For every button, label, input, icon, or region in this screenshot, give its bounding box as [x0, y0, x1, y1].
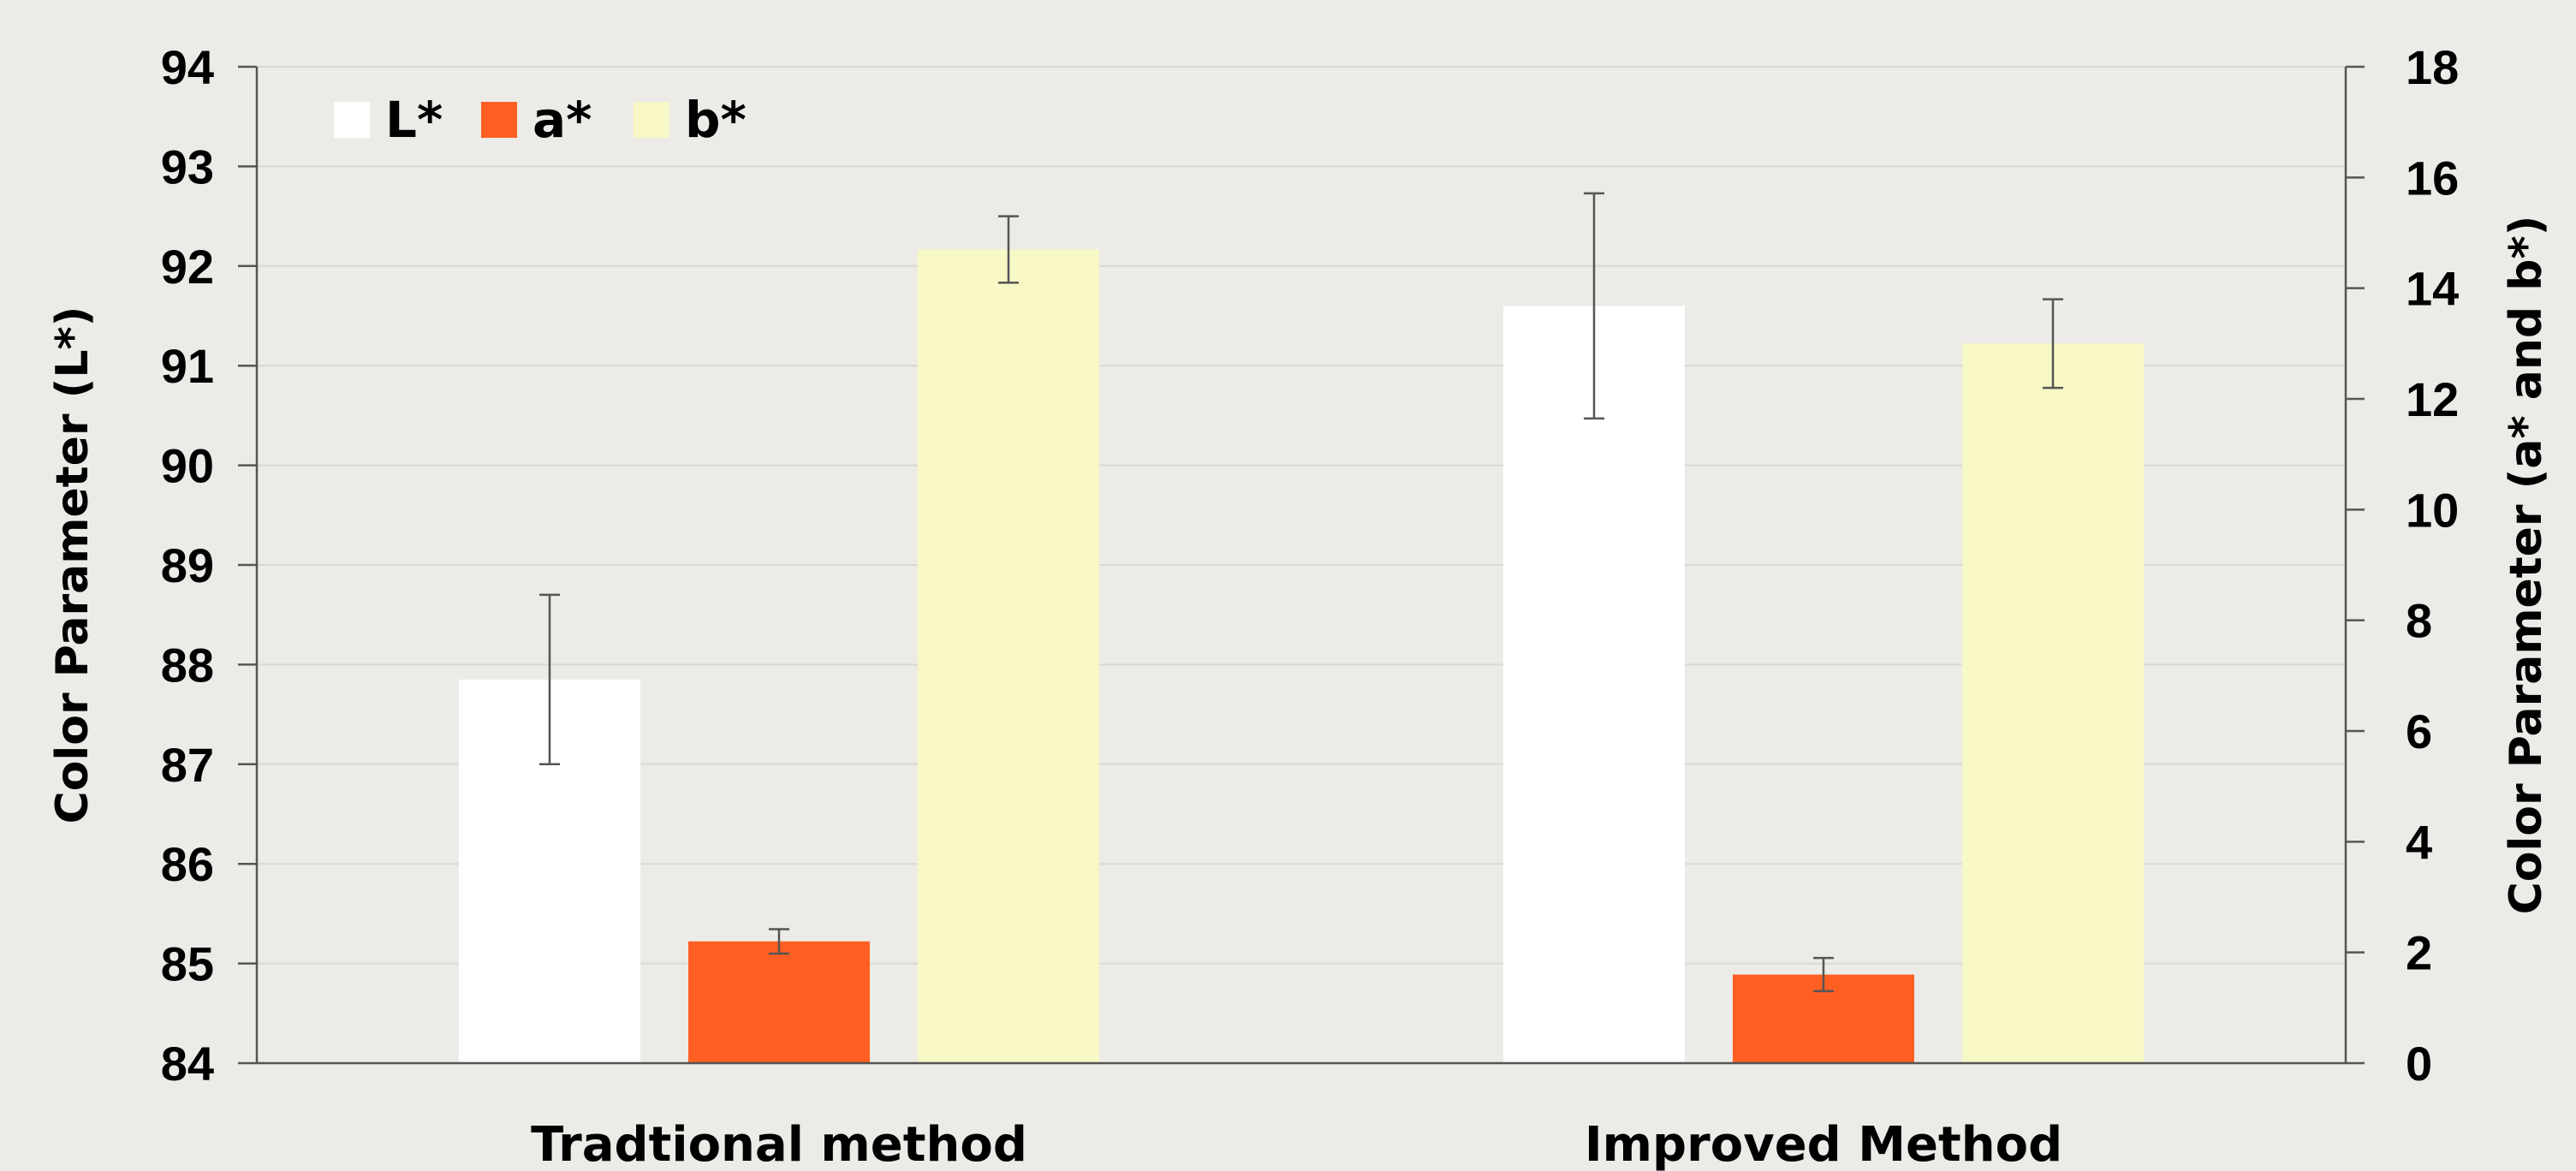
- category-label: Improved Method: [1585, 1117, 2062, 1171]
- right-tick-label: 16: [2406, 151, 2459, 205]
- legend-label: b*: [685, 91, 747, 149]
- left-tick-label: 91: [161, 339, 214, 393]
- error-bar: [1584, 192, 1604, 420]
- bar-b-2: [1962, 343, 2144, 1063]
- right-tick-label: 14: [2406, 262, 2459, 316]
- error-bar: [998, 215, 1019, 284]
- right-tick-label: 10: [2406, 483, 2459, 537]
- left-tick-label: 84: [161, 1037, 214, 1091]
- right-tick-label: 18: [2406, 40, 2459, 94]
- right-axis-title: Color Parameter (a* and b*): [2501, 216, 2552, 915]
- left-axis-title: Color Parameter (L*): [47, 306, 98, 824]
- left-tick-label: 92: [161, 240, 214, 294]
- left-tick-label: 86: [161, 837, 214, 891]
- bars: [459, 249, 2144, 1063]
- left-tick-label: 85: [161, 937, 214, 991]
- legend-item-L: L*: [334, 91, 443, 149]
- left-tick-label: 90: [161, 439, 214, 493]
- error-bar: [2043, 298, 2063, 389]
- category-labels: Tradtional method Improved Method: [531, 1117, 2062, 1171]
- axes: [238, 65, 2365, 1065]
- left-tick-label: 89: [161, 538, 214, 592]
- right-tick-label: 0: [2406, 1037, 2432, 1091]
- right-tick-label: 4: [2406, 815, 2432, 869]
- bar-b-1: [918, 249, 1099, 1063]
- right-tick-label: 12: [2406, 372, 2459, 426]
- legend-item-b: b*: [634, 91, 747, 149]
- legend-swatch: [481, 102, 517, 138]
- legend: L* a* b*: [334, 91, 747, 149]
- left-tick-label: 94: [161, 40, 214, 94]
- bar-L-2: [1503, 306, 1685, 1063]
- legend-label: L*: [385, 91, 443, 149]
- right-tick-label: 2: [2406, 926, 2432, 980]
- bar-a-1: [688, 941, 870, 1063]
- right-tick-label: 6: [2406, 704, 2432, 758]
- error-bars: [539, 192, 2063, 993]
- left-tick-label: 93: [161, 140, 214, 193]
- right-tick-labels: 0 2 4 6 8 10 12 14 16 18: [2406, 40, 2459, 1091]
- legend-label: a*: [532, 91, 592, 149]
- left-tick-labels: 84 85 86 87 88 89 90 91 92 93 94: [161, 40, 214, 1091]
- right-tick-label: 8: [2406, 594, 2432, 648]
- legend-swatch: [634, 102, 669, 138]
- error-bar: [769, 928, 789, 955]
- legend-swatch: [334, 102, 370, 138]
- error-bar: [539, 593, 560, 766]
- legend-item-a: a*: [481, 91, 592, 149]
- error-bar: [1813, 956, 1834, 993]
- category-label: Tradtional method: [531, 1117, 1027, 1171]
- left-tick-label: 88: [161, 638, 214, 692]
- left-tick-label: 87: [161, 738, 214, 792]
